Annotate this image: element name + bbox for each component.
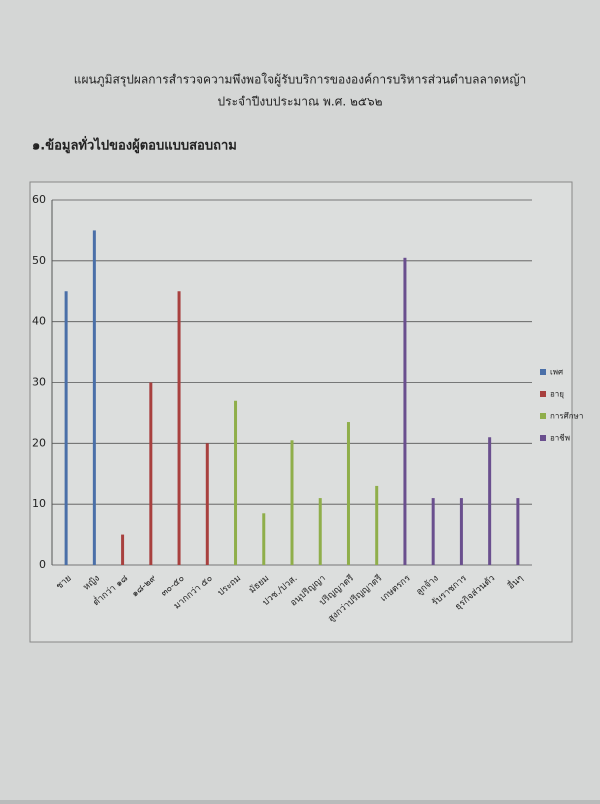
y-tick-label: 10 — [32, 497, 46, 510]
bar — [205, 443, 209, 565]
bar — [149, 382, 153, 565]
legend-swatch — [540, 435, 546, 441]
legend-label: อาชีพ — [550, 434, 570, 443]
chart-title: แผนภูมิสรุปผลการสำรวจความพึงพอใจผู้รับบร… — [74, 73, 527, 88]
legend-label: เพศ — [550, 368, 563, 377]
legend-swatch — [540, 413, 546, 419]
bar — [403, 257, 407, 565]
legend-label: อายุ — [550, 390, 564, 399]
bar — [431, 498, 435, 565]
bar — [262, 513, 266, 565]
y-tick-label: 30 — [32, 376, 46, 389]
bar — [234, 400, 238, 565]
y-tick-label: 50 — [32, 254, 46, 267]
bar — [121, 534, 125, 565]
section-heading: ๑.ข้อมูลทั่วไปของผู้ตอบแบบสอบถาม — [32, 136, 237, 154]
bar — [318, 498, 322, 565]
legend-swatch — [540, 391, 546, 397]
legend-swatch — [540, 369, 546, 375]
bar — [177, 291, 181, 565]
y-tick-label: 0 — [39, 558, 46, 571]
chart-subtitle: ประจำปีงบประมาณ พ.ศ. ๒๕๖๒ — [218, 95, 383, 109]
y-tick-label: 20 — [32, 436, 46, 449]
bar — [516, 498, 520, 565]
bar — [64, 291, 68, 565]
bar — [459, 498, 463, 565]
bar — [92, 230, 96, 565]
y-tick-label: 60 — [32, 193, 46, 206]
bar — [375, 485, 379, 565]
legend-label: การศึกษา — [550, 412, 583, 421]
y-tick-label: 40 — [32, 315, 46, 328]
bar — [488, 437, 492, 565]
bar — [346, 422, 350, 565]
chart-frame — [29, 181, 573, 643]
bar — [290, 440, 294, 565]
